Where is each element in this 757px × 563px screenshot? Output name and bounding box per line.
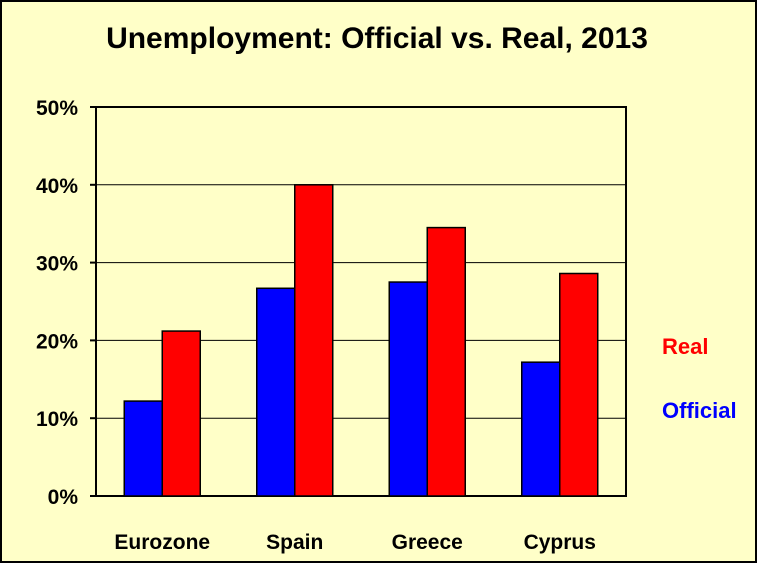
chart-title: Unemployment: Official vs. Real, 2013 xyxy=(106,22,648,55)
legend-real: Real xyxy=(662,334,708,359)
bar-official-greece xyxy=(388,281,428,497)
legend: Real Official xyxy=(662,334,737,423)
y-axis-ticks: 0% 10% 20% 30% 40% 50% xyxy=(36,97,96,509)
bar-official-spain xyxy=(256,287,296,497)
bar-official-eurozone xyxy=(123,400,163,497)
y-tick-label: 20% xyxy=(36,330,78,353)
x-category-label: Cyprus xyxy=(524,531,596,554)
x-axis-categories: Eurozone Spain Greece Cyprus xyxy=(114,531,596,554)
x-category-label: Greece xyxy=(392,531,463,554)
bar-real-cyprus xyxy=(559,272,599,497)
y-tick-label: 30% xyxy=(36,253,78,276)
bar-official-cyprus xyxy=(521,361,561,497)
y-tick-label: 40% xyxy=(36,175,78,198)
legend-official: Official xyxy=(662,398,737,423)
y-tick-label: 0% xyxy=(48,486,79,509)
y-tick-label: 50% xyxy=(36,97,78,120)
bar-real-spain xyxy=(294,184,334,497)
y-tick-label: 10% xyxy=(36,408,78,431)
bars xyxy=(123,184,599,497)
x-category-label: Eurozone xyxy=(114,531,210,554)
bar-real-greece xyxy=(426,226,466,497)
bar-real-eurozone xyxy=(161,330,201,497)
x-category-label: Spain xyxy=(266,531,323,554)
